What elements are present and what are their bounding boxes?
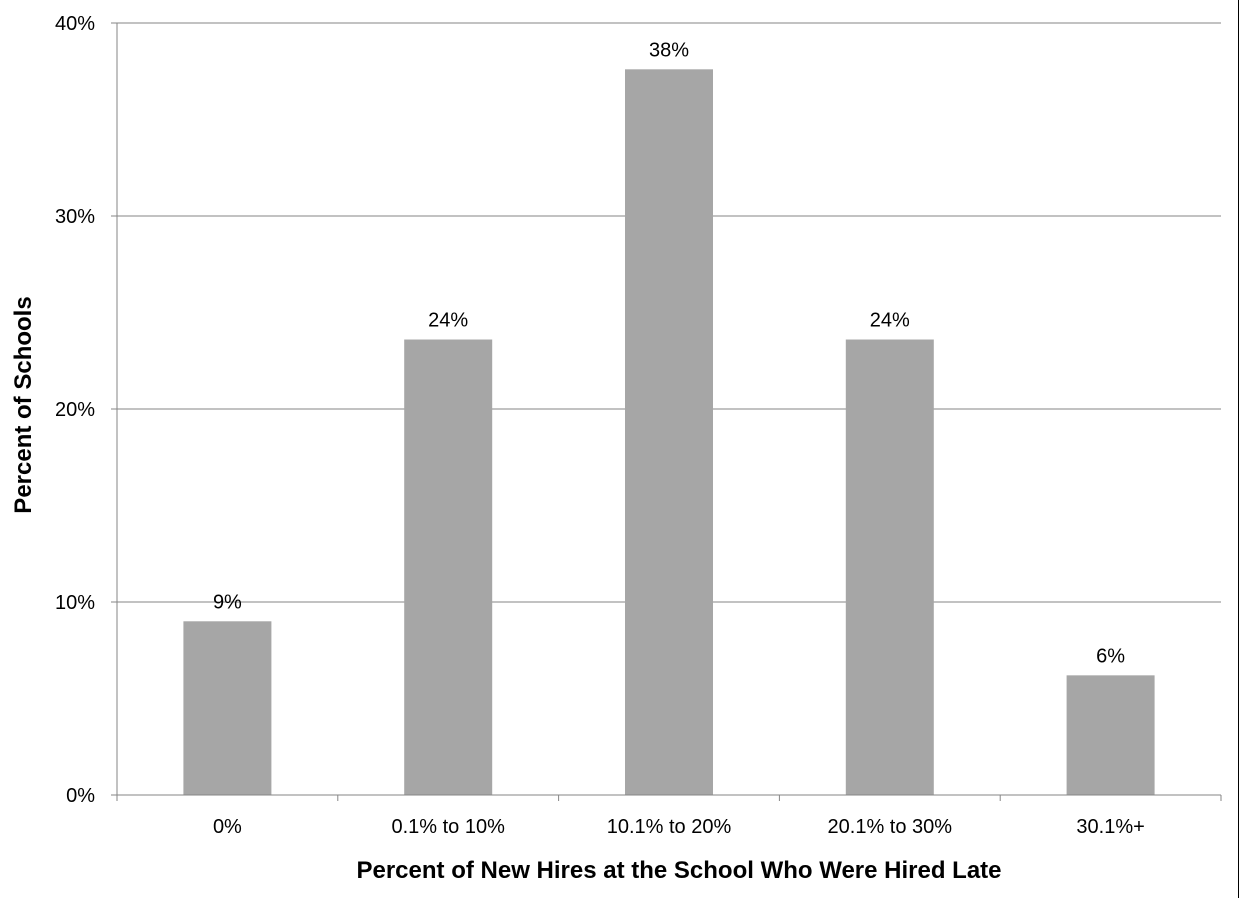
x-tick-label: 0% <box>213 816 242 838</box>
x-tick-label: 20.1% to 30% <box>828 816 953 838</box>
y-tick-label: 10% <box>55 592 95 614</box>
y-axis-title: Percent of Schools <box>10 296 37 513</box>
axes <box>111 22 1222 801</box>
y-tick-label: 20% <box>55 399 95 421</box>
x-axis-title: Percent of New Hires at the School Who W… <box>356 857 1001 884</box>
bar <box>1066 675 1155 795</box>
y-tick-label: 40% <box>55 13 95 35</box>
data-label: 6% <box>1096 645 1125 667</box>
data-label: 24% <box>428 310 468 332</box>
y-tick-label: 30% <box>55 206 95 228</box>
bar <box>183 621 272 795</box>
data-label: 24% <box>870 310 910 332</box>
bar <box>404 339 493 795</box>
data-label: 38% <box>649 39 689 61</box>
labels: 0% 10% 20% 30% 40% 9% 0% 24% 0.1% to 10% 38% 10.1%… <box>55 13 1145 838</box>
y-tick-label: 0% <box>66 785 95 807</box>
x-tick-label: 0.1% to 10% <box>391 816 505 838</box>
bar <box>625 69 713 795</box>
x-tick-label: 10.1% to 20% <box>607 816 732 838</box>
bars <box>183 69 1155 795</box>
bar <box>845 339 934 795</box>
x-tick-label: 30.1%+ <box>1076 816 1144 838</box>
data-label: 9% <box>213 591 242 613</box>
